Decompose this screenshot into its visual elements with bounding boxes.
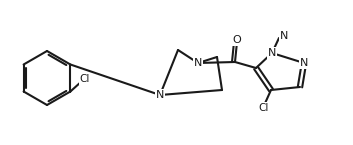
Text: N: N (280, 31, 288, 41)
Text: Cl: Cl (79, 75, 90, 85)
Text: N: N (194, 58, 202, 68)
Text: Cl: Cl (259, 103, 269, 113)
Text: N: N (300, 58, 308, 68)
Text: N: N (156, 90, 164, 100)
Text: O: O (233, 35, 241, 45)
Text: N: N (268, 48, 276, 58)
